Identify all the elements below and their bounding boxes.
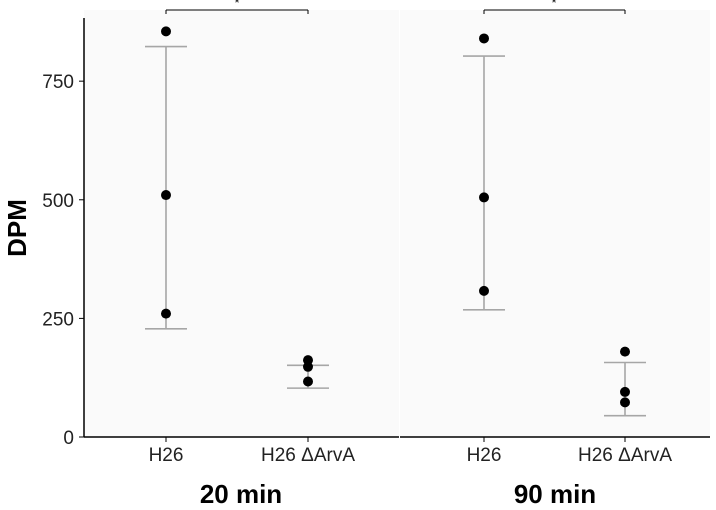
y-tick-label: 0 [63,428,74,449]
significance-label: * [551,0,556,10]
data-point [620,386,630,397]
significance-label: * [234,0,239,10]
y-tick-label: 250 [42,309,74,330]
data-point [620,346,630,357]
x-tick-label-h26-arva: H26 ΔArvA [261,445,355,466]
data-point [161,26,171,37]
panel-title: 20 min [200,479,282,509]
y-tick-label: 750 [42,72,74,93]
data-point [303,376,313,387]
panel-background [84,10,399,437]
data-point [479,285,489,296]
data-point [303,361,313,372]
y-ticks: 0 250 500 750 [42,72,84,449]
y-axis-title: DPM [2,199,32,257]
x-tick-label-h26-arva: H26 ΔArvA [578,445,672,466]
x-tick-label-h26: H26 [467,445,502,466]
panel-background [400,10,710,437]
data-point [479,192,489,203]
data-point [479,33,489,44]
marks-90min [463,33,646,417]
panel-title: 90 min [514,479,596,509]
y-tick-label: 500 [42,191,74,212]
data-point [161,308,171,319]
panel-90min: * H26 H26 ΔArvA 90 min [400,0,710,509]
data-point [161,190,171,201]
panel-20min: * H26 H26 ΔArvA 20 min [84,0,399,509]
data-point [620,397,630,408]
y-axis: 0 250 500 750 DPM [2,18,85,449]
marks-20min [145,26,329,389]
x-tick-label-h26: H26 [149,445,184,466]
